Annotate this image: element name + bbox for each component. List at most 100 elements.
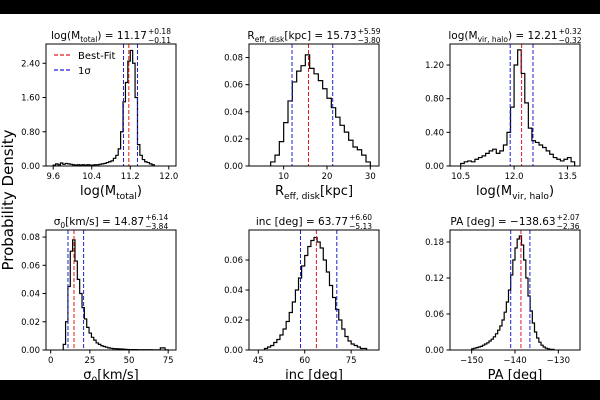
panel-title-lower-error: −3.84	[145, 222, 168, 231]
panel-title-sub: vir, halo	[478, 35, 509, 44]
x-axis-label: log(Mvir, halo)	[476, 184, 554, 202]
panel-title: Reff, disk[kpc] = 15.73	[247, 30, 356, 44]
x-tick-label: 13.5	[558, 172, 577, 182]
x-tick-label: 12.0	[159, 172, 178, 182]
y-tick-label: 0.08	[224, 54, 243, 64]
x-tick-label: −150	[460, 356, 483, 366]
legend-best-fit-label: Best-Fit	[78, 51, 116, 62]
y-tick-label: 0.06	[224, 81, 243, 91]
axes-frame	[248, 43, 380, 167]
panel-title: σ0[km/s] = 14.87	[54, 216, 144, 230]
panel-title-lower-error: −0.32	[559, 36, 582, 45]
x-axis-label-sub: vir, halo	[512, 192, 549, 202]
panel-title-tail: [km/s] = 14.87	[65, 216, 144, 228]
x-axis-label: Reff, disk[kpc]	[275, 184, 353, 202]
panel-title-sub: 0	[60, 221, 65, 230]
panel-title-lower-error: −2.36	[557, 222, 580, 231]
panel-title-main: log(M	[51, 30, 80, 42]
panel-title-lower-error: −3.80	[358, 36, 381, 45]
figure-area: Probability Density 9.6 10.4 11.2 12.0 0.00 0.…	[0, 14, 600, 380]
y-tick-label: 0.02	[224, 135, 243, 145]
x-axis-label-tail: )	[137, 184, 142, 199]
legend: Best-Fit 1σ	[54, 51, 116, 77]
x-axis-label-main: σ	[83, 368, 91, 380]
x-tick-label: 25	[84, 356, 95, 366]
panel-title-upper-error: +0.18	[148, 27, 171, 36]
y-tick-label: 0.06	[21, 261, 40, 271]
x-axis-label-sub: total	[116, 192, 137, 202]
y-tick-label: 0.80	[21, 128, 40, 138]
panel-title-main: inc [deg] = 63.77	[256, 216, 348, 228]
histogram-step	[263, 236, 368, 350]
y-tick-label: 0.00	[425, 346, 444, 356]
x-axis-label-tail: )	[549, 184, 554, 199]
x-axis-label-main: log(M	[476, 184, 512, 199]
panel-title-main: PA [deg] = −138.63	[450, 216, 555, 228]
y-tick-label: 1.60	[21, 94, 40, 104]
panel-title-main: σ	[54, 216, 61, 228]
x-tick-label: 75	[163, 356, 174, 366]
y-tick-label: 0.02	[224, 316, 243, 326]
x-axis-label-sub: 0	[91, 376, 97, 380]
y-tick-label: 0.00	[21, 162, 40, 172]
x-tick-label: 60	[299, 356, 310, 366]
panel-title-tail: ) = 12.21	[508, 30, 558, 42]
y-tick-label: 0.00	[425, 162, 444, 172]
y-tick-label: 1.20	[425, 61, 444, 71]
panel-title-tail: ) = 11.17	[97, 30, 147, 42]
histogram-step	[52, 49, 155, 166]
x-axis-label-tail: [kpc]	[320, 184, 353, 199]
x-axis-label-main: log(M	[80, 184, 116, 199]
panel-1: 9.6 10.4 11.2 12.00.000.801.602.40log(Mtota…	[21, 27, 178, 202]
x-tick-label: −140	[503, 356, 526, 366]
histogram-step	[460, 49, 576, 166]
y-tick-label: 0.18	[425, 238, 444, 248]
bottom-band	[0, 380, 600, 400]
y-tick-label: 0.06	[224, 256, 243, 266]
panel-title: log(Mtotal) = 11.17	[51, 30, 147, 44]
axes-frame	[45, 43, 177, 167]
y-tick-label: 0.06	[425, 310, 444, 320]
y-tick-label: 0.02	[21, 318, 40, 328]
panel-title: log(Mvir, halo) = 12.21	[448, 30, 557, 44]
x-axis-label-main: R	[275, 184, 284, 199]
x-tick-label: 50	[124, 356, 135, 366]
figure-svg: Probability Density 9.6 10.4 11.2 12.0 0.00 0.…	[0, 27, 582, 380]
panel-5: 45 60 75 0.00 0.02 0.04 0.06 inc [deg] = 63.77 +…	[224, 213, 380, 380]
y-tick-label: 2.40	[21, 59, 40, 69]
panel-title-upper-error: +6.60	[349, 213, 372, 222]
panel-title-main: log(M	[448, 30, 477, 42]
y-tick-label: 0.00	[224, 346, 243, 356]
x-tick-label: 20	[322, 172, 333, 182]
y-tick-label: 0.40	[425, 128, 444, 138]
panel-title-upper-error: +6.14	[145, 213, 168, 222]
x-axis-label-main: inc [deg]	[285, 368, 343, 380]
histogram-step	[62, 239, 169, 351]
x-tick-label: 10.4	[82, 172, 101, 182]
y-tick-label: 0.00	[21, 346, 40, 356]
panel-title-main: R	[247, 30, 254, 42]
x-tick-label: 12.0	[505, 172, 524, 182]
histogram-step	[270, 54, 371, 166]
histogram-step	[471, 235, 555, 350]
y-tick-label: 0.08	[21, 233, 40, 243]
x-axis-label-sub: eff, disk	[284, 192, 321, 202]
x-tick-label: −130	[547, 356, 570, 366]
panel-title-upper-error: +2.07	[557, 213, 580, 222]
panel-6: −150 −140 −130 0.00 0.06 0.12 0.18 PA [deg] = −…	[425, 213, 581, 380]
axes-frame	[45, 229, 177, 351]
y-tick-label: 0.04	[224, 286, 243, 296]
panel-title-sub: total	[80, 35, 97, 44]
panel-title-sub: eff, disk	[255, 35, 285, 44]
x-tick-label: 11.2	[121, 172, 140, 182]
legend-sigma-label: 1σ	[78, 66, 91, 77]
x-tick-label: 10.5	[451, 172, 470, 182]
y-tick-label: 0.12	[425, 274, 444, 284]
panel-title: inc [deg] = 63.77	[256, 216, 348, 228]
x-tick-label: 75	[346, 356, 357, 366]
x-axis-label: inc [deg]	[285, 368, 343, 380]
x-axis-label: log(Mtotal)	[80, 184, 142, 202]
panel-title-upper-error: +0.32	[559, 27, 582, 36]
